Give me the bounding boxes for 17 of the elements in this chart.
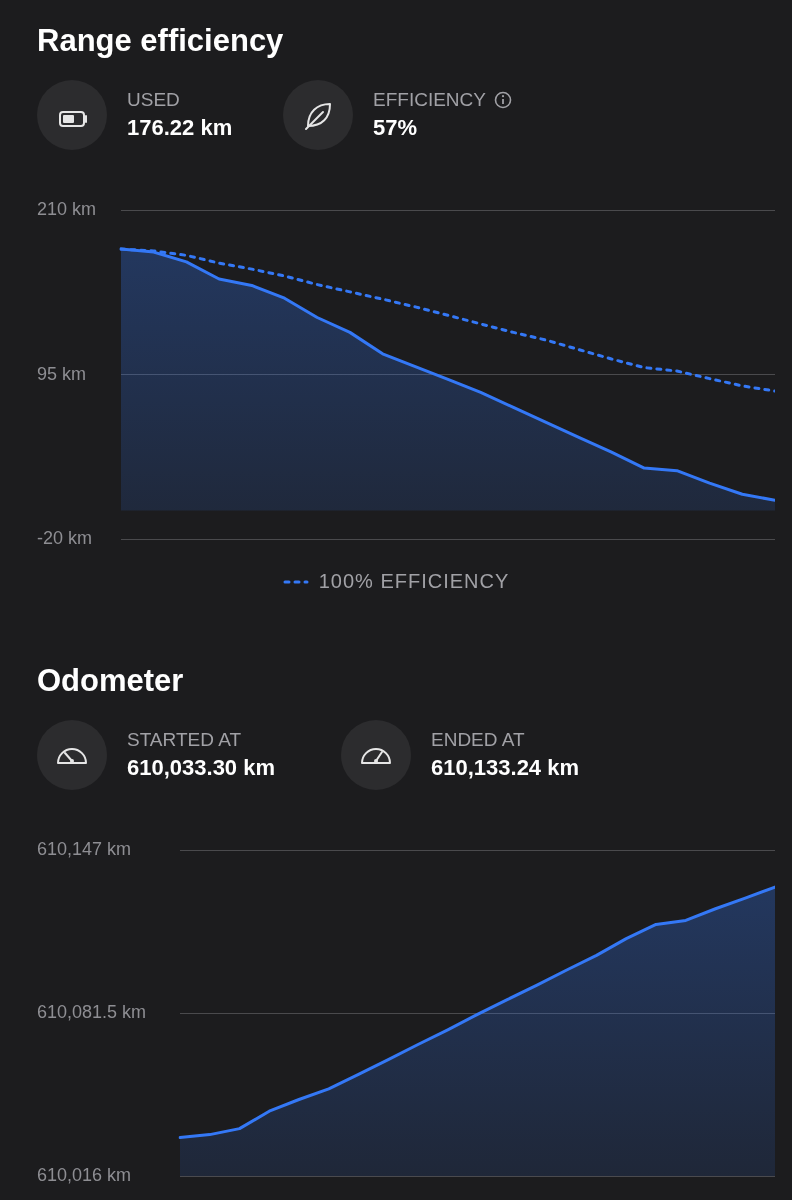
chart-title: Odometer: [37, 663, 184, 699]
text: 176.22 km: [127, 115, 233, 141]
text: STARTED AT: [127, 729, 242, 751]
y-tick-label: 610,081.5 km: [37, 1002, 147, 1023]
y-tick-label: -20 km: [37, 528, 93, 549]
text: USED: [127, 89, 180, 111]
y-tick-label: 610,016 km: [37, 1165, 132, 1186]
y-tick-label: 210 km: [37, 198, 97, 219]
text: 57%: [373, 115, 419, 141]
legend-label: 100% EFFICIENCY: [318, 570, 510, 593]
y-tick-label: 95 km: [37, 363, 87, 384]
text: ENDED AT: [431, 729, 525, 751]
chart-title: Range efficiency: [37, 23, 284, 59]
text: 610,133.24 km: [431, 755, 580, 781]
text: 610,033.30 km: [127, 755, 276, 781]
text: EFFICIENCY: [373, 89, 486, 111]
y-tick-label: 610,147 km: [37, 838, 132, 859]
